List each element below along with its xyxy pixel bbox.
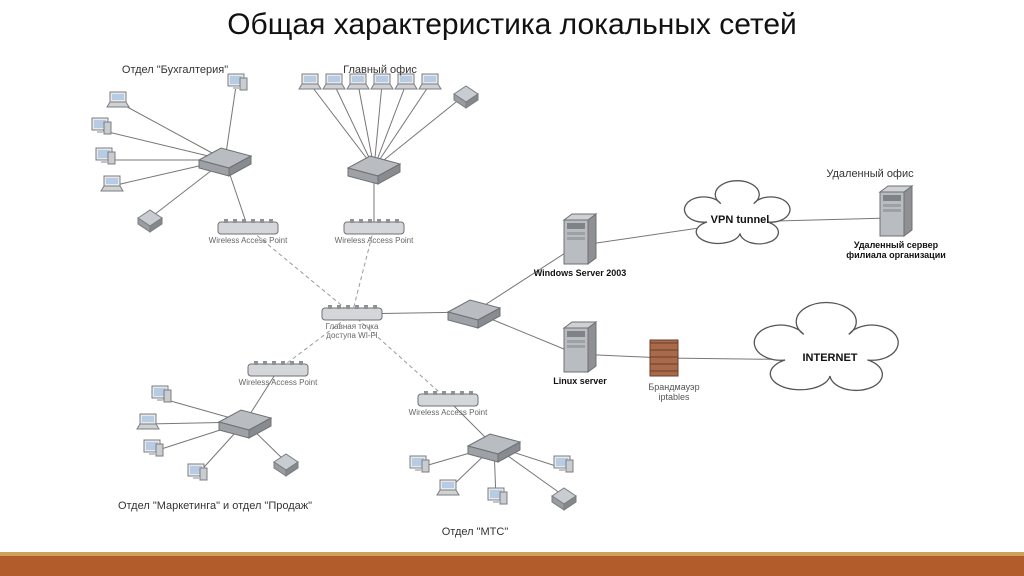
laptop-icon: [107, 92, 129, 107]
ap-icon: [418, 391, 478, 406]
laptop-icon: [101, 176, 123, 191]
diagram-label: Linux server: [553, 376, 607, 386]
network-diagram: [0, 0, 1024, 576]
diagram-label: Windows Server 2003: [534, 268, 626, 278]
slide-canvas: Общая характеристика локальных сетей Отд…: [0, 0, 1024, 576]
server-icon: [880, 186, 912, 236]
switch-icon: [348, 156, 400, 184]
diagram-label: Брандмауэрiptables: [648, 382, 699, 403]
diagram-edge: [374, 84, 430, 168]
printer-icon: [274, 454, 298, 476]
diagram-label: Отдел "Маркетинга" и отдел "Продаж": [118, 500, 312, 513]
laptop-icon: [419, 74, 441, 89]
ap-icon: [248, 361, 308, 376]
printer-icon: [552, 488, 576, 510]
diagram-edge: [334, 84, 374, 168]
switch-icon: [448, 300, 500, 328]
switch-icon: [199, 148, 251, 176]
laptop-icon: [299, 74, 321, 89]
switch-icon: [468, 434, 520, 462]
laptop-icon: [437, 480, 459, 495]
ap-icon: [218, 219, 278, 234]
pc-icon: [144, 440, 163, 456]
diagram-label: Удаленный офис: [826, 168, 913, 181]
server-icon: [564, 322, 596, 372]
pc-icon: [554, 456, 573, 472]
diagram-edge: [374, 84, 382, 168]
server-icon: [564, 214, 596, 264]
firewall-icon: [650, 340, 678, 376]
diagram-label: VPN tunnel: [711, 214, 770, 227]
diagram-label: Wireless Access Point: [409, 408, 488, 417]
cloud-icon: [754, 303, 898, 391]
switch-icon: [219, 410, 271, 438]
diagram-edge: [310, 84, 374, 168]
diagram-label: Главный офис: [343, 64, 417, 77]
diagram-label: Главная точкадоступа WI-FI: [326, 322, 379, 340]
laptop-icon: [323, 74, 345, 89]
pc-icon: [410, 456, 429, 472]
diagram-label: Wireless Access Point: [209, 236, 288, 245]
printer-icon: [138, 210, 162, 232]
slide-footer-bar: [0, 556, 1024, 576]
diagram-edge: [118, 102, 225, 160]
pc-icon: [92, 118, 111, 134]
diagram-label: Отдел "МТС": [442, 526, 509, 539]
diagram-edge: [225, 86, 236, 160]
diagram-label: Отдел "Бухгалтерия": [122, 64, 228, 77]
pc-icon: [488, 488, 507, 504]
diagram-edge: [358, 84, 374, 168]
pc-icon: [96, 148, 115, 164]
cloud-icon: [684, 181, 790, 244]
diagram-label: Удаленный серверфилиала организации: [846, 240, 946, 261]
printer-icon: [454, 86, 478, 108]
diagram-label: INTERNET: [803, 352, 858, 365]
diagram-edge: [474, 246, 576, 312]
ap-icon: [322, 305, 382, 320]
pc-icon: [228, 74, 247, 90]
pc-icon: [152, 386, 171, 402]
pc-icon: [188, 464, 207, 480]
diagram-label: Wireless Access Point: [335, 236, 414, 245]
laptop-icon: [137, 414, 159, 429]
diagram-label: Wireless Access Point: [239, 378, 318, 387]
